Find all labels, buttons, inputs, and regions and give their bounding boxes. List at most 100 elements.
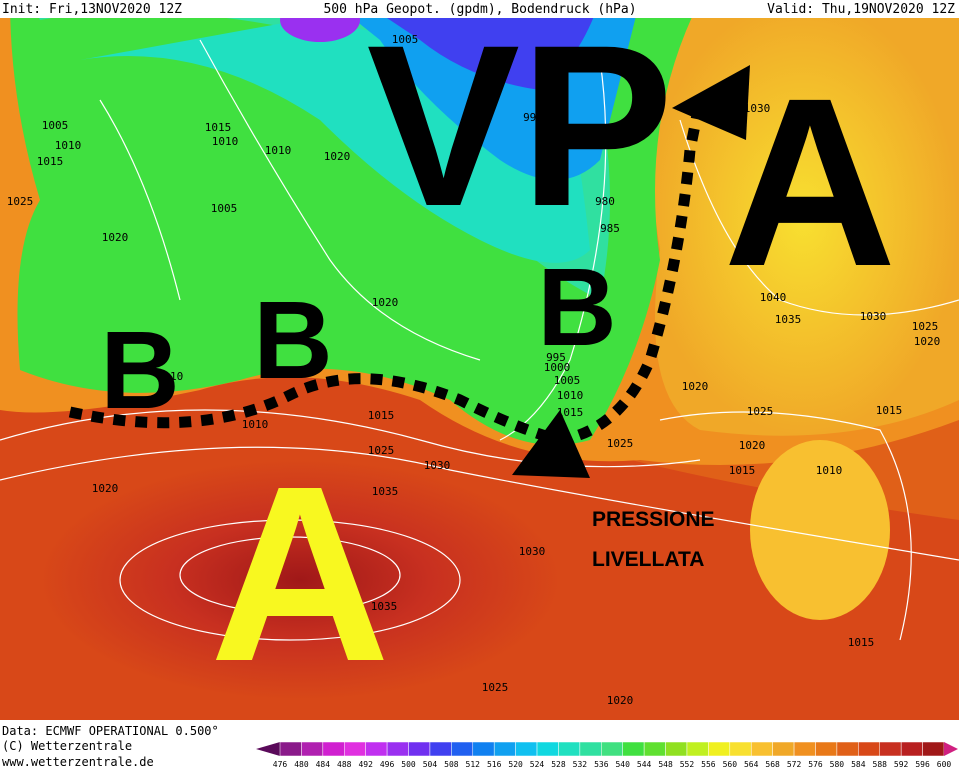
colorbar-label: 480 — [294, 760, 309, 769]
colorbar-label: 576 — [808, 760, 823, 769]
colorbar-label: 596 — [915, 760, 930, 769]
colorbar-swatch — [472, 741, 495, 757]
colorbar-label: 492 — [358, 760, 373, 769]
colorbar-label: 588 — [873, 760, 888, 769]
isobar-label: 1025 — [7, 195, 34, 208]
colorbar-swatch — [493, 741, 516, 757]
map-background — [0, 0, 959, 720]
isobar-label: 1010 — [265, 144, 292, 157]
colorbar-label: 520 — [508, 760, 523, 769]
colorbar-label: 516 — [487, 760, 502, 769]
isobar-label: 1020 — [372, 296, 399, 309]
colorbar-label: 568 — [765, 760, 780, 769]
isobar-label: 1005 — [554, 374, 581, 387]
dotted-line — [68, 98, 706, 446]
isobar-label: 1010 — [816, 464, 843, 477]
isobar-label: 1020 — [324, 150, 351, 163]
isobar-label: 1000 — [544, 361, 571, 374]
colorbar-swatch — [386, 741, 409, 757]
colorbar-swatch — [408, 741, 431, 757]
isobars — [0, 39, 959, 641]
colorbar-swatch — [622, 741, 645, 757]
colorbar-label: 592 — [894, 760, 909, 769]
colorbar-label: 556 — [701, 760, 716, 769]
colorbar-label: 488 — [337, 760, 352, 769]
isobar-label: 1020 — [914, 335, 941, 348]
isobar-label: 1025 — [747, 405, 774, 418]
isobar-label: 1015 — [37, 155, 64, 168]
colorbar-swatch — [922, 741, 945, 757]
colorbar-label: 536 — [594, 760, 609, 769]
colorbar-swatch — [643, 741, 666, 757]
colorbar-label: 532 — [573, 760, 588, 769]
colorbar-swatch — [750, 741, 773, 757]
colorbar-label: 552 — [680, 760, 695, 769]
colorbar-swatch — [708, 741, 731, 757]
low-label: B — [537, 246, 616, 369]
colorbar-swatch — [900, 741, 923, 757]
colorbar-swatch — [772, 741, 795, 757]
high-label: A — [723, 48, 896, 316]
colorbar-label: 584 — [851, 760, 866, 769]
isobar-label: 1025 — [482, 681, 509, 694]
colorbar-swatch — [344, 741, 366, 757]
colorbar-swatch — [858, 741, 880, 757]
isobar-label: 1030 — [424, 459, 451, 472]
colorbar-label: 548 — [658, 760, 673, 769]
isobar-label: 1010 — [557, 389, 584, 402]
colorbar-label: 572 — [787, 760, 802, 769]
isobar-label: 1035 — [371, 600, 398, 613]
isobar-label: 1035 — [372, 485, 399, 498]
colorbar-label: 580 — [830, 760, 845, 769]
colorbar-label: 496 — [380, 760, 395, 769]
isobar-label: 985 — [600, 222, 620, 235]
isobar-label: 995 — [546, 351, 566, 364]
low-label: VP — [367, 0, 674, 254]
isobar-label: 1005 — [392, 33, 419, 46]
colorbar-swatch — [365, 741, 388, 757]
isobar-label: 1035 — [775, 313, 802, 326]
colorbar-swatch — [879, 741, 902, 757]
isobar-label: 1030 — [744, 102, 771, 115]
colorbar-label: 560 — [723, 760, 738, 769]
colorbar-swatch — [729, 741, 752, 757]
footer-url: www.wetterzentrale.de — [2, 755, 154, 769]
colorbar-swatch — [579, 741, 602, 757]
colorbar-label: 564 — [744, 760, 759, 769]
colorbar-label: 528 — [551, 760, 566, 769]
colorbar-swatch — [836, 741, 859, 757]
isobar-label: 1025 — [368, 444, 395, 457]
colorbar-swatch — [322, 741, 345, 757]
isobar-label: 1020 — [102, 231, 129, 244]
valid-time: Valid: Thu,19NOV2020 12Z — [767, 2, 955, 17]
isobar-label: 1010 — [242, 418, 269, 431]
note: LIVELLATA — [592, 548, 704, 571]
isobar-label: 980 — [595, 195, 615, 208]
isobar-label: 1010 — [55, 139, 82, 152]
colorbar-swatch — [665, 741, 688, 757]
note: PRESSIONE — [592, 508, 715, 531]
colorbar-swatch — [429, 741, 452, 757]
isobar-label: 1015 — [848, 636, 875, 649]
colorbar: 476 480 484 488 492 496 500 504 508 512 516 520 524 5… — [256, 741, 958, 769]
isobar-label: 1025 — [912, 320, 939, 333]
isobar-label: 1015 — [557, 406, 584, 419]
isobar-label: 995 — [523, 111, 543, 124]
colorbar-end — [256, 742, 280, 756]
isobar-label: 1010 — [157, 370, 184, 383]
isobar-label: 1015 — [729, 464, 756, 477]
colorbar-label: 512 — [466, 760, 481, 769]
colorbar-swatch — [601, 741, 623, 757]
isobar-label: 1015 — [205, 121, 232, 134]
footer-data: Data: ECMWF OPERATIONAL 0.500° — [2, 724, 219, 738]
isobar-label: 1015 — [876, 404, 903, 417]
colorbar-label: 508 — [444, 760, 459, 769]
isobar-label: 1005 — [211, 202, 238, 215]
arrow-head — [512, 410, 590, 478]
colorbar-swatch — [451, 741, 474, 757]
colorbar-swatch — [815, 741, 838, 757]
isobar-label: 1010 — [212, 135, 239, 148]
colorbar-swatch — [301, 741, 324, 757]
isobar-label: 1015 — [368, 409, 395, 422]
